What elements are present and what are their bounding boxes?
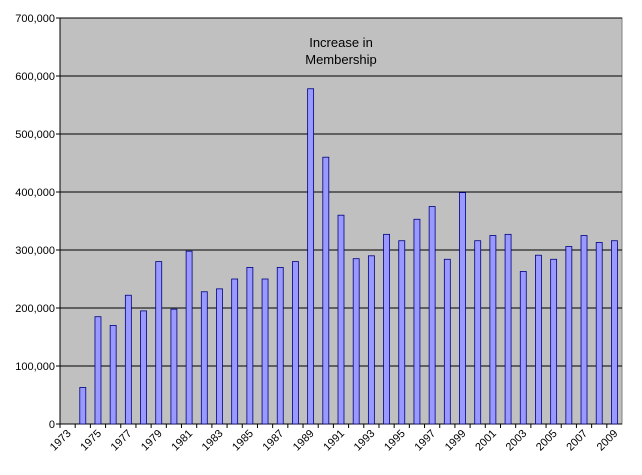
x-tick-label: 1979 (139, 428, 165, 454)
x-tick-label: 1983 (200, 428, 226, 454)
y-tick-label: 100,000 (15, 361, 55, 373)
bar (246, 266, 254, 425)
bar (155, 261, 163, 425)
x-tick-label: 2003 (504, 428, 530, 454)
chart-title: Membership (305, 52, 377, 67)
bar (383, 233, 390, 425)
x-tick-label: 1991 (321, 428, 347, 454)
bar (124, 294, 132, 425)
bar (398, 240, 406, 425)
bar (261, 278, 269, 425)
bar (276, 266, 284, 425)
bar (580, 235, 588, 425)
bar (428, 206, 436, 425)
y-tick-label: 500,000 (15, 129, 55, 141)
bar (94, 316, 102, 425)
x-tick-label: 1999 (443, 428, 469, 454)
x-tick-label: 2005 (534, 428, 560, 454)
bar (352, 258, 360, 425)
bar (292, 261, 299, 425)
bar (79, 387, 87, 425)
bar (367, 255, 375, 425)
bar (337, 214, 345, 425)
bar (489, 235, 497, 425)
x-tick-label: 1989 (291, 428, 317, 454)
y-tick-label: 0 (49, 419, 55, 431)
x-tick-label: 1973 (48, 428, 74, 454)
bar (565, 246, 573, 425)
bar (595, 242, 603, 425)
y-tick-label: 600,000 (15, 71, 55, 83)
bar (459, 192, 466, 425)
bar (550, 258, 558, 425)
bar (611, 240, 618, 425)
bar (170, 308, 178, 425)
bar (200, 291, 208, 425)
bar (231, 278, 239, 425)
x-tick-label: 1975 (78, 428, 104, 454)
y-tick-label: 300,000 (15, 245, 55, 257)
y-tick-label: 700,000 (15, 13, 55, 25)
x-tick-label: 1977 (109, 428, 135, 454)
x-tick-label: 2007 (564, 428, 590, 454)
x-tick-label: 1995 (382, 428, 408, 454)
bar (109, 324, 117, 425)
bar (140, 310, 147, 425)
x-tick-label: 1993 (352, 428, 378, 454)
bar (216, 288, 223, 425)
y-tick-label: 400,000 (15, 187, 55, 199)
bar (443, 258, 451, 425)
bar (185, 250, 193, 425)
x-tick-label: 1997 (412, 428, 438, 454)
x-tick-label: 2009 (595, 428, 621, 454)
bar (322, 156, 330, 425)
bar (504, 233, 512, 425)
x-tick-label: 2001 (473, 428, 499, 454)
y-tick-label: 200,000 (15, 303, 55, 315)
bar (307, 88, 315, 425)
bar (519, 271, 527, 425)
x-tick-label: 1987 (261, 428, 287, 454)
x-tick-label: 1985 (230, 428, 256, 454)
chart-title: Increase in (309, 35, 373, 50)
x-tick-label: 1981 (169, 428, 195, 454)
bar (535, 254, 542, 425)
bar (413, 218, 421, 425)
bar (474, 240, 482, 425)
